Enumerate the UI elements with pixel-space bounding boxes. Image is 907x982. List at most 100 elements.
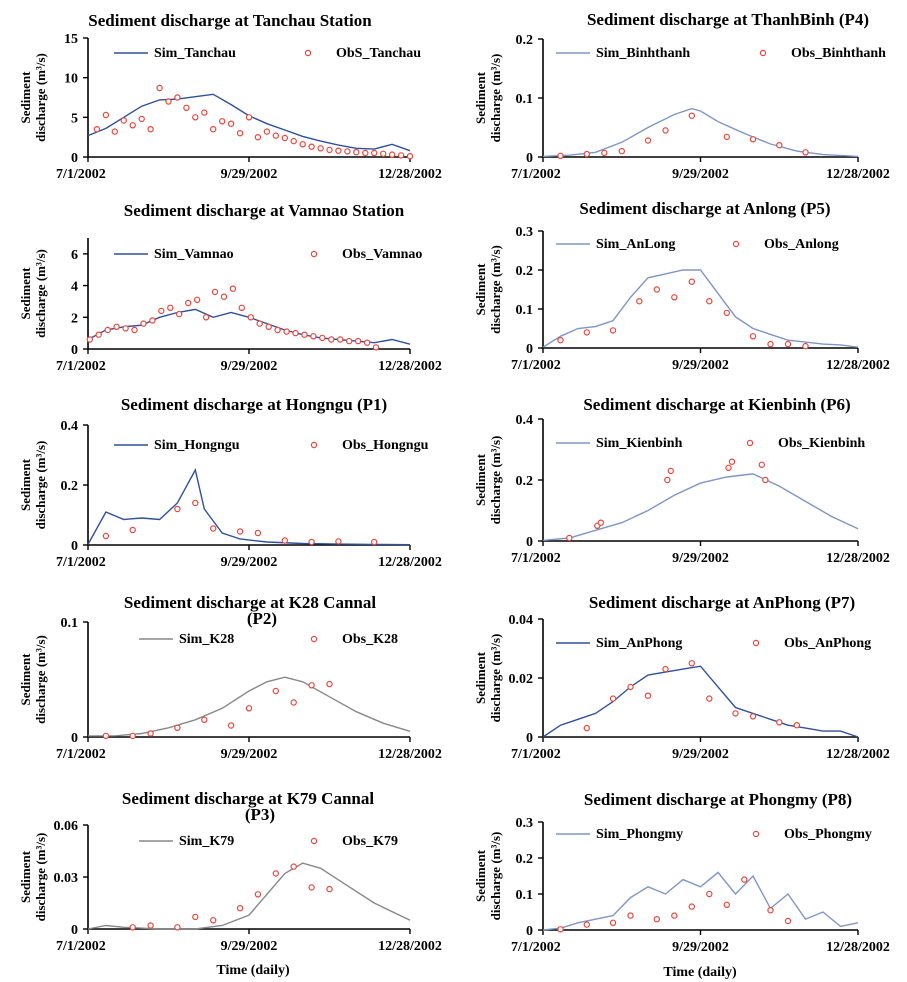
chart-title: Sediment discharge at ThanhBinh (P4) [587,10,869,29]
series-obs-anlong-point [636,298,643,305]
series-obs-vamnao-point [104,326,111,334]
series-obs-k28-point [102,732,110,740]
series-obs-vamnao-point [220,293,228,300]
series-obs-phongmy-point [741,876,748,883]
series-obs-tanchau-point [111,128,119,135]
series-obs-anphong-point [662,665,669,673]
series-obs-tanchau-point [335,147,342,154]
y-tick-label: 0.2 [516,852,534,867]
y-tick-label: 0 [526,535,533,550]
chart-panel-2: Sediment discharge at ThanhBinh (P4) Sedi… [473,10,890,182]
series-sim-kienbinh-line [542,473,859,542]
x-tick-label: 12/28/2002 [378,555,442,570]
x-tick-label: 9/29/2002 [221,555,278,570]
chart-panel-1: Sediment discharge at Tanchau Station Sed… [18,11,442,182]
series-obs-binhthanh-point [723,133,731,141]
legend-label-sim-binhthanh: Sim_Binhthanh [596,46,690,61]
series-obs-vamnao-point [301,331,308,338]
series-obs-anlong-point [784,340,792,348]
series-obs-anlong-point [688,278,696,285]
legend-label-obs-tanchau: ObS_Tanchau [336,46,421,61]
x-tick-label: 9/29/2002 [221,167,278,182]
series-obs-anphong-point [609,695,617,702]
series-obs-k79-point [174,924,181,931]
series-obs-vamnao-point [184,299,192,307]
x-tick-label: 7/1/2002 [56,747,106,762]
legend-label-sim-anlong: Sim_AnLong [596,237,675,252]
y-axis-label: Sedimentdischarge (m³/s) [18,635,48,724]
series-obs-vamnao-point [131,326,138,334]
y-tick-label: 0 [71,539,78,554]
series-obs-k28-point [245,705,253,712]
series-obs-phongmy-point [784,917,792,925]
series-obs-tanchau-point [218,118,226,125]
series-obs-tanchau-point [371,149,378,157]
series-obs-hongngu-point [308,538,315,546]
y-axis-label: Sedimentdischarge (m³/s) [473,436,503,525]
series-obs-anlong-point [609,327,617,334]
chart-panel-3: Sediment discharge at Vamnao Station Sedi… [18,201,442,374]
chart-title: Sediment discharge at Phongmy (P8) [584,790,852,809]
y-tick-label: 15 [64,32,78,47]
series-obs-vamnao-point [274,326,281,334]
series-obs-anphong-point [776,719,783,726]
series-obs-tanchau-point [326,146,333,154]
series-sim-k79-line [87,862,411,930]
y-tick-label: 0.4 [61,419,79,434]
y-tick-label: 6 [71,248,78,263]
series-obs-tanchau-point [406,152,414,160]
series-obs-tanchau-point [388,151,396,158]
series-obs-k79-point [254,891,262,898]
x-axis-title-right: Time (daily) [663,965,737,980]
y-tick-label: 0.2 [516,474,534,489]
series-obs-vamnao-point [122,325,129,332]
series-obs-tanchau-point [263,128,271,135]
series-obs-tanchau-point [93,125,101,133]
series-obs-tanchau-point [138,115,145,123]
series-obs-anlong-point [653,286,661,293]
series-obs-tanchau-point [201,109,208,116]
series-obs-k79-point [192,913,199,921]
y-tick-label: 5 [71,111,78,126]
chart-title: Sediment discharge at Anlong (P5) [579,199,830,218]
series-obs-tanchau-point [317,145,324,152]
y-tick-label: 0.3 [516,225,534,240]
y-tick-label: 0 [526,924,533,939]
series-obs-hongngu-point [209,525,217,532]
series-obs-k79-point [290,863,297,870]
chart-panel-9: Sediment discharge at K79 Cannal(P3) Sedi… [18,789,442,954]
x-tick-label: 7/1/2002 [56,939,106,954]
series-obs-k79-point [129,924,136,931]
series-obs-anphong-point [627,683,634,691]
series-obs-anlong-point [749,333,757,340]
series-obs-vamnao-point [363,339,371,346]
series-obs-anphong-point [749,713,757,720]
series-obs-vamnao-point [149,317,156,324]
series-obs-hongngu-point [129,526,136,534]
y-tick-label: 0 [71,731,78,746]
series-obs-k79-point [236,905,244,912]
y-tick-label: 0.1 [61,616,79,631]
chart-title: Sediment discharge at K28 Cannal [124,593,376,612]
series-obs-vamnao-point [175,310,183,318]
y-tick-label: 0 [71,343,78,358]
series-obs-hongngu-point [335,538,342,545]
x-tick-label: 12/28/2002 [378,747,442,762]
x-axis-title-left: Time (daily) [216,963,290,978]
series-obs-phongmy-point [723,901,731,909]
series-obs-anlong-point [583,329,591,336]
y-tick-label: 0.03 [54,871,79,886]
series-obs-hongngu-point [254,529,262,537]
x-tick-label: 12/28/2002 [826,747,890,762]
series-obs-binhthanh-point [557,152,564,159]
series-obs-vamnao-point [202,314,210,321]
x-tick-label: 12/28/2002 [378,167,442,182]
legend-label-obs-kienbinh: Obs_Kienbinh [778,436,865,451]
y-tick-label: 0.2 [516,33,534,48]
series-obs-vamnao-point [265,323,272,330]
series-obs-hongngu-point [174,505,181,513]
series-obs-k28-point [129,732,136,740]
series-obs-anphong-point [793,722,801,729]
series-obs-k28-point [201,716,208,724]
series-obs-tanchau-point [227,120,235,127]
